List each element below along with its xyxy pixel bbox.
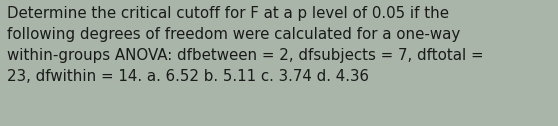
Text: Determine the critical cutoff for F at a p level of 0.05 if the
following degree: Determine the critical cutoff for F at a… <box>7 6 484 84</box>
